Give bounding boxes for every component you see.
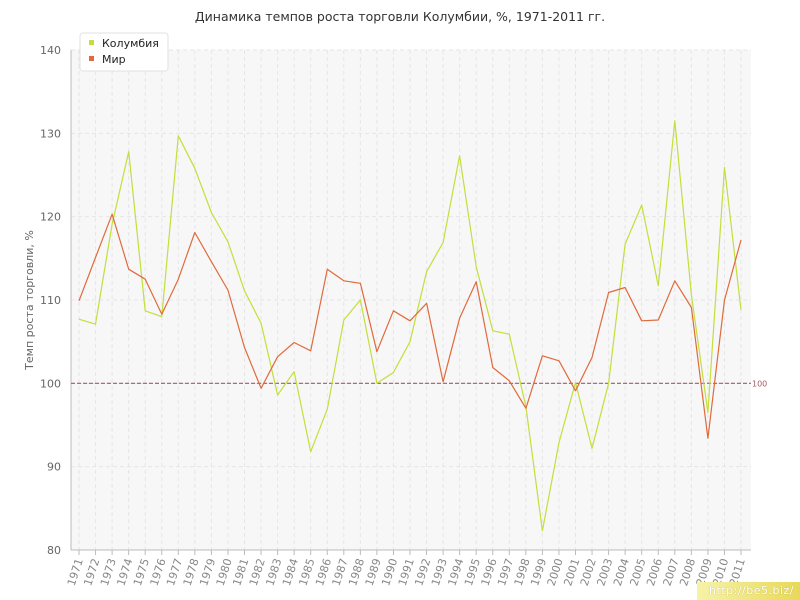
y-tick-label: 120: [40, 211, 61, 224]
legend-marker-world: [89, 56, 94, 61]
series-line-colombia: [78, 120, 742, 532]
watermark-text: http://be5.biz/: [697, 582, 800, 600]
y-tick-label: 130: [40, 127, 61, 140]
legend-label-world: Мир: [102, 53, 126, 66]
y-axis-title: Темп роста торговли, %: [23, 230, 36, 371]
y-tick-label: 110: [40, 294, 61, 307]
y-tick-label: 80: [47, 544, 61, 557]
legend-marker-colombia: [89, 40, 94, 45]
y-tick-label: 100: [40, 377, 61, 390]
series-line-world: [78, 213, 742, 439]
reference-line-label: 100: [752, 379, 767, 388]
legend-box: [79, 32, 169, 72]
chart-title: Динамика темпов роста торговли Колумбии,…: [194, 9, 606, 24]
y-tick-label: 140: [40, 44, 61, 57]
y-tick-label: 90: [47, 461, 61, 474]
legend-label-colombia: Колумбия: [102, 37, 159, 50]
